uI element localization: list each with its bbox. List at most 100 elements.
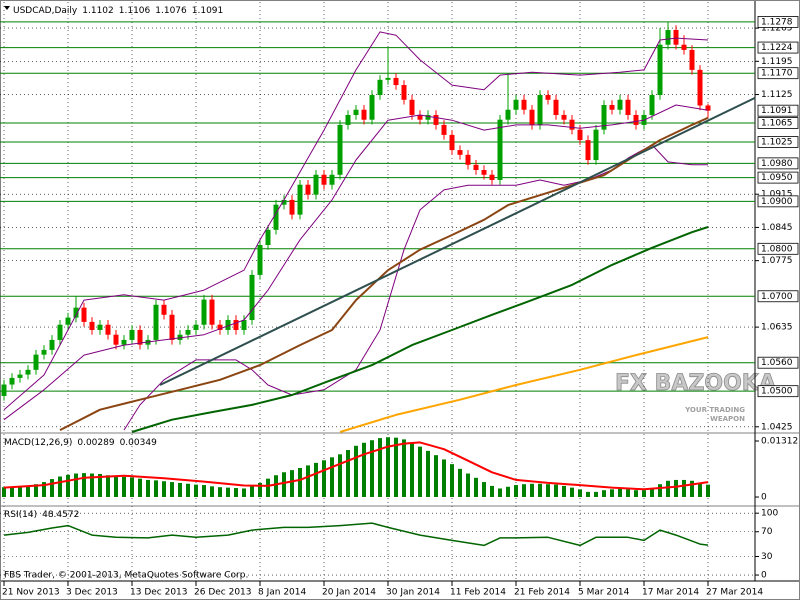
candle-body: [585, 140, 591, 161]
histogram-bar: [50, 479, 54, 498]
x-tick-label: 5 Mar 2014: [578, 588, 630, 598]
histogram-bar: [402, 439, 406, 498]
level-label: 1.1170: [761, 69, 793, 79]
candle-body: [9, 377, 15, 385]
x-tick-label: 3 Dec 2013: [66, 588, 118, 598]
histogram-bar: [218, 487, 222, 498]
level-box: [757, 171, 799, 184]
candle-body: [457, 150, 463, 155]
candle-body: [409, 99, 415, 115]
level-box: [757, 136, 799, 148]
candle-body: [217, 324, 223, 330]
histogram-bar: [282, 472, 286, 498]
histogram-bar: [314, 462, 318, 498]
histogram-bar: [602, 490, 606, 498]
level-label: 1.0500: [761, 387, 793, 397]
y-tick-label: 0: [761, 571, 767, 581]
candle-body: [617, 99, 623, 110]
histogram-bar: [642, 490, 646, 498]
candle-body: [665, 30, 671, 45]
histogram-bar: [698, 482, 702, 498]
current-price-box: [757, 104, 799, 117]
candle-body: [513, 99, 519, 110]
candle-body: [569, 119, 575, 130]
indicator-line: [3, 31, 709, 411]
indicator-line: [3, 104, 709, 421]
x-tick-label: 17 Mar 2014: [642, 588, 699, 598]
current-price-label: 1.1091: [761, 106, 793, 116]
histogram-bar: [370, 440, 374, 498]
histogram-bar: [290, 470, 294, 498]
indicator-line: [3, 522, 709, 547]
y-tick-label: 1.1125: [761, 90, 793, 100]
histogram-bar: [330, 457, 334, 498]
histogram-bar: [554, 484, 558, 498]
x-tick-label: 27 Mar 2014: [706, 588, 763, 598]
candle-body: [169, 314, 175, 340]
histogram-bar: [194, 484, 198, 498]
candle-body: [673, 30, 679, 45]
watermark-line: YOUR TRADING: [684, 406, 745, 414]
candle-body: [593, 129, 599, 161]
candle-body: [321, 174, 327, 185]
histogram-bar: [506, 486, 510, 498]
histogram-bar: [82, 473, 86, 498]
histogram-bar: [162, 481, 166, 498]
panel-header: RSI(14) 48.4572: [4, 510, 79, 520]
candle-body: [129, 329, 135, 340]
histogram-bar: [674, 479, 678, 498]
histogram-bar: [586, 491, 590, 498]
candle-body: [609, 104, 615, 110]
candle-body: [449, 134, 455, 151]
candle-body: [649, 95, 655, 115]
level-box: [757, 242, 799, 255]
candle-body: [249, 274, 255, 320]
candle-body: [345, 114, 351, 125]
candle-body: [57, 324, 63, 340]
x-tick-label: 26 Dec 2013: [194, 588, 252, 598]
histogram-bar: [706, 484, 710, 498]
candle-body: [49, 339, 55, 350]
level-label: 1.1224: [761, 43, 793, 53]
panel-title: MACD(12,26,9): [4, 438, 72, 448]
histogram-bar: [450, 464, 454, 498]
header-value: 1.1102: [82, 6, 114, 16]
candle-body: [505, 109, 511, 120]
candle-body: [265, 229, 271, 246]
candle-body: [601, 104, 607, 130]
histogram-bar: [522, 484, 526, 498]
candle-body: [625, 99, 631, 115]
candle-body: [561, 114, 567, 120]
histogram-bar: [170, 482, 174, 498]
candle-body: [441, 124, 447, 135]
candle-body: [113, 334, 119, 345]
histogram-bar: [530, 483, 534, 498]
candle-body: [433, 114, 439, 125]
histogram-bar: [258, 482, 262, 498]
candle-body: [33, 354, 39, 370]
histogram-bar: [442, 459, 446, 498]
candle-body: [553, 99, 559, 115]
histogram-bar: [418, 446, 422, 498]
level-label: 1.0900: [761, 197, 793, 207]
candle-body: [425, 114, 431, 120]
candle-body: [73, 307, 79, 318]
candle-body: [465, 154, 471, 165]
y-tick-label: 1.0775: [761, 256, 793, 266]
histogram-bar: [242, 488, 246, 498]
watermark-line: WEAPON: [710, 415, 745, 423]
histogram-bar: [114, 476, 118, 498]
candle-body: [401, 85, 407, 100]
x-tick-label: 21 Feb 2014: [514, 588, 570, 598]
level-box: [757, 195, 799, 208]
histogram-bar: [514, 485, 518, 498]
histogram-bar: [202, 485, 206, 498]
candle-body: [241, 319, 247, 330]
histogram-bar: [618, 488, 622, 498]
candle-body: [633, 114, 639, 125]
candle-body: [657, 44, 663, 96]
histogram-bar: [490, 485, 494, 498]
candle-body: [233, 319, 239, 330]
